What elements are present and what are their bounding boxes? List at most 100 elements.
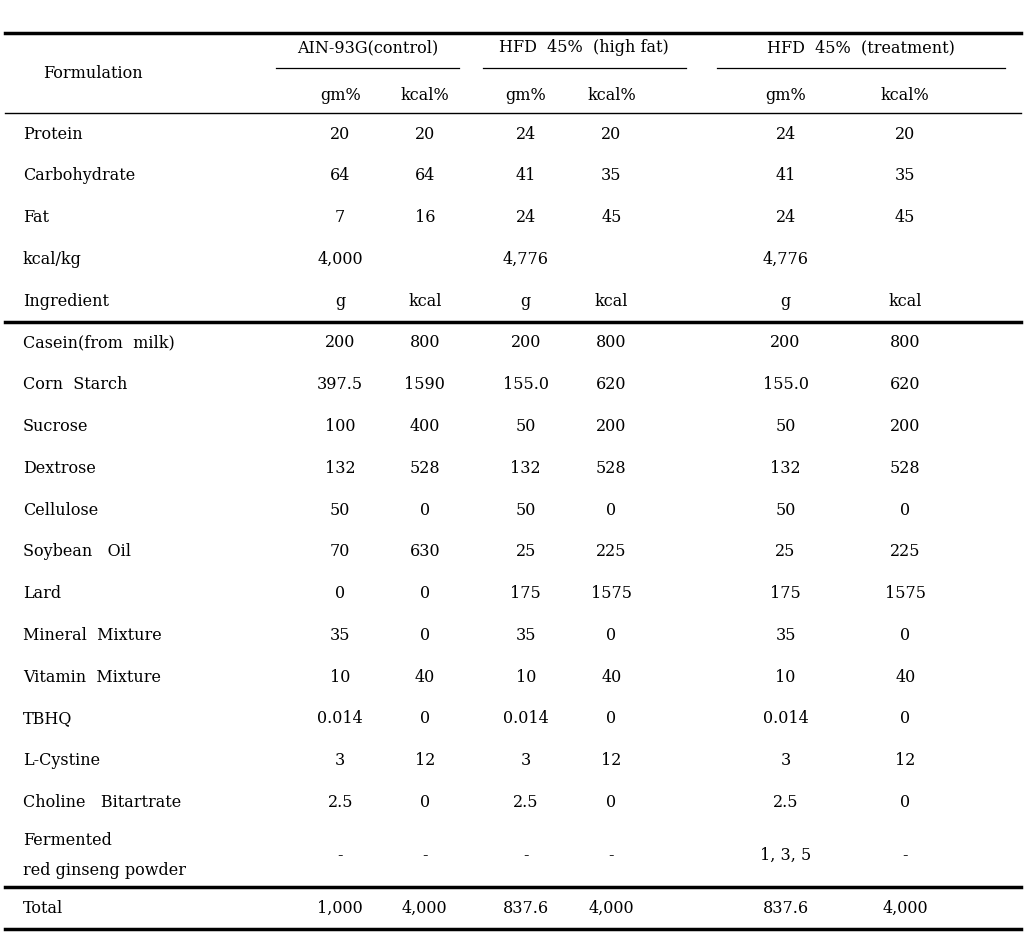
Text: 0: 0 [606, 710, 617, 727]
Text: 20: 20 [414, 126, 435, 143]
Text: 1590: 1590 [404, 377, 445, 394]
Text: Choline   Bitartrate: Choline Bitartrate [23, 794, 180, 811]
Text: -: - [337, 847, 343, 864]
Text: 20: 20 [330, 126, 351, 143]
Text: 528: 528 [890, 460, 921, 477]
Text: gm%: gm% [320, 87, 361, 104]
Text: 10: 10 [330, 669, 351, 686]
Text: 24: 24 [775, 209, 796, 226]
Text: 620: 620 [890, 377, 921, 394]
Text: g: g [335, 292, 345, 309]
Text: kcal: kcal [889, 292, 922, 309]
Text: 0: 0 [606, 627, 617, 644]
Text: kcal: kcal [595, 292, 628, 309]
Text: Sucrose: Sucrose [23, 418, 89, 435]
Text: 35: 35 [895, 167, 916, 184]
Text: AIN-93G(control): AIN-93G(control) [297, 39, 438, 56]
Text: 1,000: 1,000 [318, 900, 363, 917]
Text: Corn  Starch: Corn Starch [23, 377, 127, 394]
Text: Lard: Lard [23, 585, 61, 602]
Text: Casein(from  milk): Casein(from milk) [23, 335, 174, 352]
Text: Carbohydrate: Carbohydrate [23, 167, 135, 184]
Text: 41: 41 [516, 167, 536, 184]
Text: Dextrose: Dextrose [23, 460, 96, 477]
Text: 35: 35 [330, 627, 351, 644]
Text: 132: 132 [325, 460, 356, 477]
Text: 0: 0 [420, 710, 430, 727]
Text: 100: 100 [325, 418, 356, 435]
Text: 0: 0 [420, 627, 430, 644]
Text: 70: 70 [330, 543, 351, 560]
Text: 2.5: 2.5 [773, 794, 798, 811]
Text: HFD  45%  (treatment): HFD 45% (treatment) [767, 39, 955, 56]
Text: 4,000: 4,000 [883, 900, 928, 917]
Text: 12: 12 [601, 752, 622, 769]
Text: kcal%: kcal% [880, 87, 930, 104]
Text: 50: 50 [516, 418, 536, 435]
Text: 64: 64 [330, 167, 351, 184]
Text: 50: 50 [330, 501, 351, 518]
Text: 0: 0 [900, 501, 910, 518]
Text: 0: 0 [420, 501, 430, 518]
Text: 1575: 1575 [885, 585, 926, 602]
Text: 155.0: 155.0 [503, 377, 548, 394]
Text: 0.014: 0.014 [318, 710, 363, 727]
Text: gm%: gm% [505, 87, 546, 104]
Text: HFD  45%  (high fat): HFD 45% (high fat) [499, 39, 669, 56]
Text: Vitamin  Mixture: Vitamin Mixture [23, 669, 161, 686]
Text: 175: 175 [770, 585, 801, 602]
Text: 3: 3 [521, 752, 531, 769]
Text: Total: Total [23, 900, 63, 917]
Text: 64: 64 [414, 167, 435, 184]
Text: 4,000: 4,000 [318, 251, 363, 268]
Text: 620: 620 [596, 377, 627, 394]
Text: 20: 20 [601, 126, 622, 143]
Text: 132: 132 [770, 460, 801, 477]
Text: Mineral  Mixture: Mineral Mixture [23, 627, 162, 644]
Text: 800: 800 [596, 335, 627, 352]
Text: 10: 10 [516, 669, 536, 686]
Text: 12: 12 [414, 752, 435, 769]
Text: 800: 800 [409, 335, 440, 352]
Text: 4,000: 4,000 [589, 900, 634, 917]
Text: 3: 3 [335, 752, 345, 769]
Text: 397.5: 397.5 [318, 377, 363, 394]
Text: 25: 25 [516, 543, 536, 560]
Text: 0: 0 [606, 501, 617, 518]
Text: L-Cystine: L-Cystine [23, 752, 100, 769]
Text: 200: 200 [890, 418, 921, 435]
Text: 200: 200 [596, 418, 627, 435]
Text: 837.6: 837.6 [763, 900, 808, 917]
Text: 3: 3 [780, 752, 791, 769]
Text: 20: 20 [895, 126, 916, 143]
Text: 0: 0 [335, 585, 345, 602]
Text: 800: 800 [890, 335, 921, 352]
Text: 40: 40 [601, 669, 622, 686]
Text: 40: 40 [895, 669, 916, 686]
Text: 12: 12 [895, 752, 916, 769]
Text: 35: 35 [601, 167, 622, 184]
Text: 175: 175 [510, 585, 541, 602]
Text: 225: 225 [596, 543, 627, 560]
Text: g: g [780, 292, 791, 309]
Text: 4,776: 4,776 [763, 251, 808, 268]
Text: 0: 0 [606, 794, 617, 811]
Text: 200: 200 [325, 335, 356, 352]
Text: 2.5: 2.5 [328, 794, 353, 811]
Text: 50: 50 [516, 501, 536, 518]
Text: 837.6: 837.6 [503, 900, 548, 917]
Text: 0.014: 0.014 [503, 710, 548, 727]
Text: 630: 630 [409, 543, 440, 560]
Text: kcal%: kcal% [587, 87, 636, 104]
Text: TBHQ: TBHQ [23, 710, 72, 727]
Text: 40: 40 [414, 669, 435, 686]
Text: 25: 25 [775, 543, 796, 560]
Text: red ginseng powder: red ginseng powder [23, 862, 186, 879]
Text: kcal/kg: kcal/kg [23, 251, 81, 268]
Text: 45: 45 [895, 209, 916, 226]
Text: Fermented: Fermented [23, 832, 111, 849]
Text: 0: 0 [420, 794, 430, 811]
Text: kcal: kcal [408, 292, 441, 309]
Text: 24: 24 [775, 126, 796, 143]
Text: 35: 35 [775, 627, 796, 644]
